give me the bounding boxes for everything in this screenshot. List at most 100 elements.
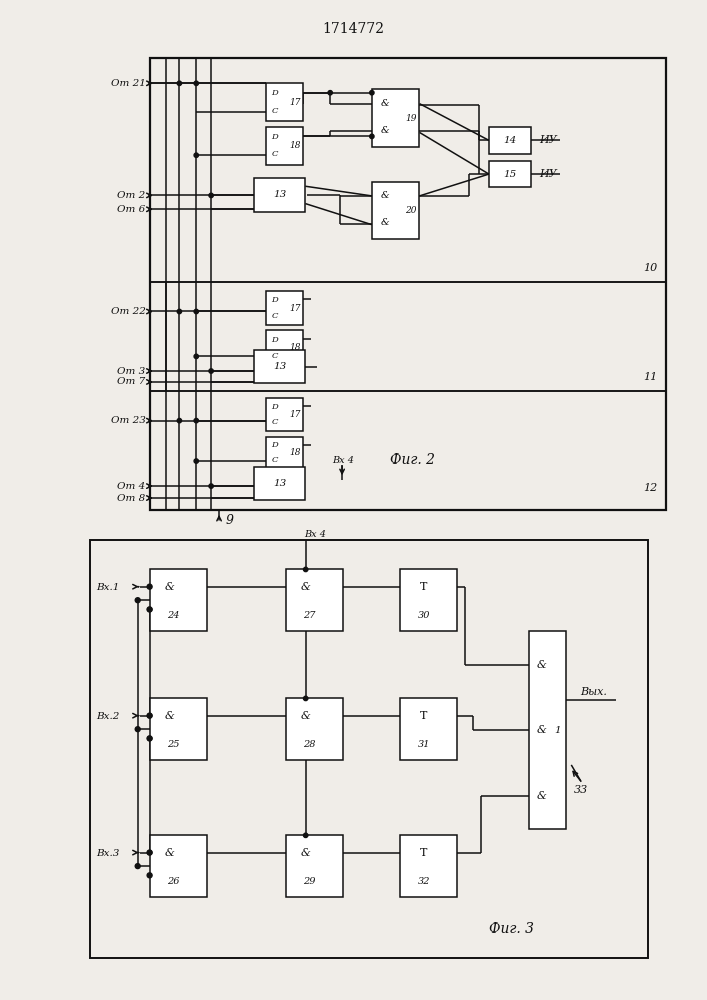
Circle shape [135,727,140,732]
Text: &: & [165,711,175,721]
Circle shape [148,736,152,741]
Text: 18: 18 [290,448,301,457]
Text: 32: 32 [418,877,430,886]
Circle shape [177,418,182,423]
Text: &: & [165,582,175,592]
Text: C: C [271,312,278,320]
Text: C: C [271,456,278,464]
Circle shape [147,736,152,741]
Text: &: & [165,848,175,858]
Text: D: D [271,89,278,97]
Text: &: & [381,99,390,108]
Circle shape [370,134,374,139]
Text: &: & [381,191,390,200]
Bar [372,89,419,147]
Circle shape [209,193,214,198]
Text: D: D [271,336,278,344]
Bar [489,127,530,154]
Text: Фиг. 3: Фиг. 3 [489,922,534,936]
Text: D: D [271,296,278,304]
Text: 15: 15 [503,170,516,179]
Text: От 23: От 23 [111,416,146,425]
Circle shape [194,309,199,314]
Text: 33: 33 [574,785,588,795]
Circle shape [148,713,152,718]
Text: &: & [300,582,310,592]
Circle shape [194,354,199,359]
Circle shape [148,850,152,855]
Bar [266,291,303,325]
Bar [150,391,665,510]
Text: Вых.: Вых. [580,687,607,697]
Circle shape [177,81,182,85]
Bar [399,569,457,631]
Text: &: & [381,126,390,135]
Text: От 21: От 21 [111,79,146,88]
Circle shape [209,484,214,488]
Text: &: & [300,711,310,721]
Text: От 3: От 3 [117,367,146,376]
Text: 17: 17 [290,304,301,313]
Circle shape [194,153,199,157]
Circle shape [147,607,152,612]
Circle shape [209,369,214,373]
Bar [90,540,648,958]
Text: 12: 12 [643,483,658,493]
Text: Вх.1: Вх.1 [96,583,119,592]
Bar [266,127,303,165]
Bar [266,398,303,431]
Bar [489,161,530,187]
Text: 13: 13 [273,479,286,488]
Text: 24: 24 [168,611,180,620]
Text: Вх.2: Вх.2 [96,712,119,721]
Text: 17: 17 [290,410,301,419]
Bar [399,698,457,760]
Circle shape [148,607,152,612]
Text: T: T [420,848,428,858]
Bar [150,282,665,391]
Text: ИУ: ИУ [539,169,557,179]
Text: &: & [537,660,547,670]
Text: T: T [420,582,428,592]
Bar [529,631,566,829]
Text: 1: 1 [555,726,561,735]
Text: Вх 4: Вх 4 [332,456,354,465]
Text: 25: 25 [168,740,180,749]
Text: D: D [271,441,278,449]
Bar [372,182,419,239]
Circle shape [328,91,332,95]
Text: От 7: От 7 [117,377,146,386]
Bar [254,467,305,500]
Text: T: T [420,711,428,721]
Circle shape [135,864,140,869]
Text: C: C [271,107,278,115]
Circle shape [147,850,152,855]
Text: Фиг. 2: Фиг. 2 [390,453,435,467]
Circle shape [147,873,152,878]
Bar [286,698,343,760]
Circle shape [194,418,199,423]
Text: &: & [300,848,310,858]
Text: C: C [271,352,278,360]
Text: 30: 30 [418,611,430,620]
Text: От 2: От 2 [117,191,146,200]
Text: От 6: От 6 [117,205,146,214]
Text: 17: 17 [290,98,301,107]
Text: Вх.3: Вх.3 [96,849,119,858]
Text: &: & [381,218,390,227]
Circle shape [303,696,308,701]
Bar [399,835,457,897]
Text: 13: 13 [273,190,286,199]
Text: 28: 28 [303,740,316,749]
Text: 10: 10 [643,263,658,273]
Circle shape [135,598,140,603]
Text: 13: 13 [273,362,286,371]
Text: &: & [537,725,547,735]
Text: 26: 26 [168,877,180,886]
Text: От 4: От 4 [117,482,146,491]
Circle shape [194,459,199,463]
Circle shape [303,567,308,572]
Text: 19: 19 [405,114,416,123]
Bar [266,330,303,365]
Circle shape [147,713,152,718]
